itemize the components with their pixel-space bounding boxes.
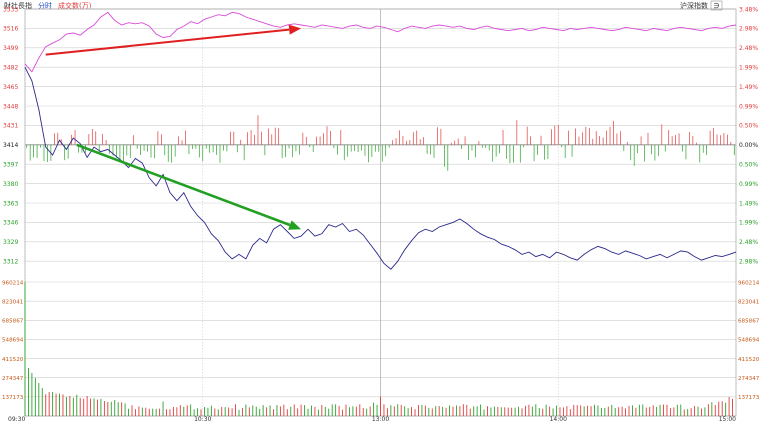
- price-tick-label: 3312: [3, 259, 18, 266]
- time-tick-label: 15:00: [719, 416, 736, 422]
- percent-tick-label: 3.48%: [739, 6, 758, 13]
- header-volume-label: 成交数(万): [58, 1, 92, 10]
- price-tick-label: 3380: [3, 181, 18, 188]
- price-tick-label: 3363: [3, 200, 18, 207]
- time-tick-label: 09:30: [8, 416, 25, 422]
- header-right-button-label: ∋: [713, 2, 719, 10]
- average-price-line: [24, 11, 737, 73]
- price-tick-label: 3346: [3, 220, 18, 227]
- price-tick-label: 3482: [3, 65, 18, 72]
- price-tick-label: 3448: [3, 103, 18, 110]
- volume-tick-label: 274347: [2, 376, 24, 382]
- percent-tick-label: 0.00%: [739, 142, 758, 149]
- header-title: 財社長指: [4, 1, 32, 10]
- volume-tick-label: 823041: [738, 299, 760, 305]
- percent-tick-label: 1.49%: [739, 84, 758, 91]
- percent-tick-label: 0.99%: [739, 103, 758, 110]
- header-right-title: 沪深指数: [680, 1, 708, 10]
- time-tick-label: 14:00: [550, 416, 567, 422]
- percent-tick-label: 2.98%: [739, 259, 758, 266]
- price-tick-label: 3516: [3, 26, 18, 33]
- time-tick-label: 10:30: [194, 416, 211, 422]
- percent-tick-label: 2.48%: [739, 239, 758, 246]
- price-tick-label: 3431: [3, 123, 18, 130]
- percent-tick-label: 0.50%: [739, 123, 758, 130]
- percent-tick-label: 2.98%: [739, 26, 758, 33]
- volume-axis-left: 960214 823041 685867 548694 411520 274347 1371…: [2, 280, 24, 401]
- volume-tick-label: 411520: [2, 357, 24, 363]
- percent-tick-label: 1.99%: [739, 65, 758, 72]
- price-tick-label: 3414: [3, 142, 18, 149]
- volume-tick-label: 960214: [2, 280, 24, 286]
- red-arrow-head: [288, 24, 302, 35]
- time-tick-label: 13:00: [372, 416, 389, 422]
- volume-tick-label: 548694: [738, 338, 760, 344]
- header-tab-timeshare[interactable]: 分时: [38, 1, 52, 10]
- price-axis-right: 3.48% 2.98% 2.48% 1.99% 1.49% 0.99% 0.50% 0.00%…: [739, 6, 758, 265]
- volume-tick-label: 411520: [738, 357, 760, 363]
- price-tick-label: 3533: [3, 6, 18, 13]
- volume-tick-label: 548694: [2, 338, 24, 344]
- index-price-line: [24, 66, 737, 270]
- red-arrow-shaft: [45, 28, 290, 56]
- percent-tick-label: 0.99%: [739, 181, 758, 188]
- price-tick-label: 3465: [3, 84, 18, 91]
- volume-tick-label: 137173: [738, 395, 760, 401]
- price-axis-left: 3533 3516 3499 3482 3465 3448 3431 3414 3397 3380…: [3, 6, 18, 265]
- grid: [24, 8, 737, 417]
- change-bars: [26, 115, 735, 171]
- volume-axis-right: 960214 823041 685867 548694 411520 274347 1371…: [738, 280, 760, 401]
- volume-tick-label: 685867: [2, 319, 24, 325]
- price-tick-label: 3397: [3, 162, 18, 169]
- time-axis: 09:30 10:30 13:00 14:00 15:00: [8, 416, 736, 422]
- percent-tick-label: 1.99%: [739, 220, 758, 227]
- volume-tick-label: 960214: [738, 280, 760, 286]
- volume-tick-label: 685867: [738, 319, 760, 325]
- annotation-arrows: [45, 24, 302, 230]
- percent-tick-label: 0.50%: [739, 162, 758, 169]
- green-arrow-shaft: [76, 143, 291, 227]
- chart-header: 財社長指 分时 成交数(万) 沪深指数 ∋: [4, 0, 723, 11]
- header-right-button[interactable]: [710, 0, 723, 11]
- percent-tick-label: 2.48%: [739, 45, 758, 52]
- price-tick-label: 3329: [3, 239, 18, 246]
- percent-tick-label: 1.49%: [739, 200, 758, 207]
- volume-tick-label: 823041: [2, 299, 24, 305]
- green-arrow-head: [288, 220, 302, 230]
- volume-tick-label: 137173: [2, 395, 24, 401]
- volume-tick-label: 274347: [738, 376, 760, 382]
- volume-bars: [24, 282, 733, 416]
- price-tick-label: 3499: [3, 45, 18, 52]
- series-lines: [24, 11, 737, 270]
